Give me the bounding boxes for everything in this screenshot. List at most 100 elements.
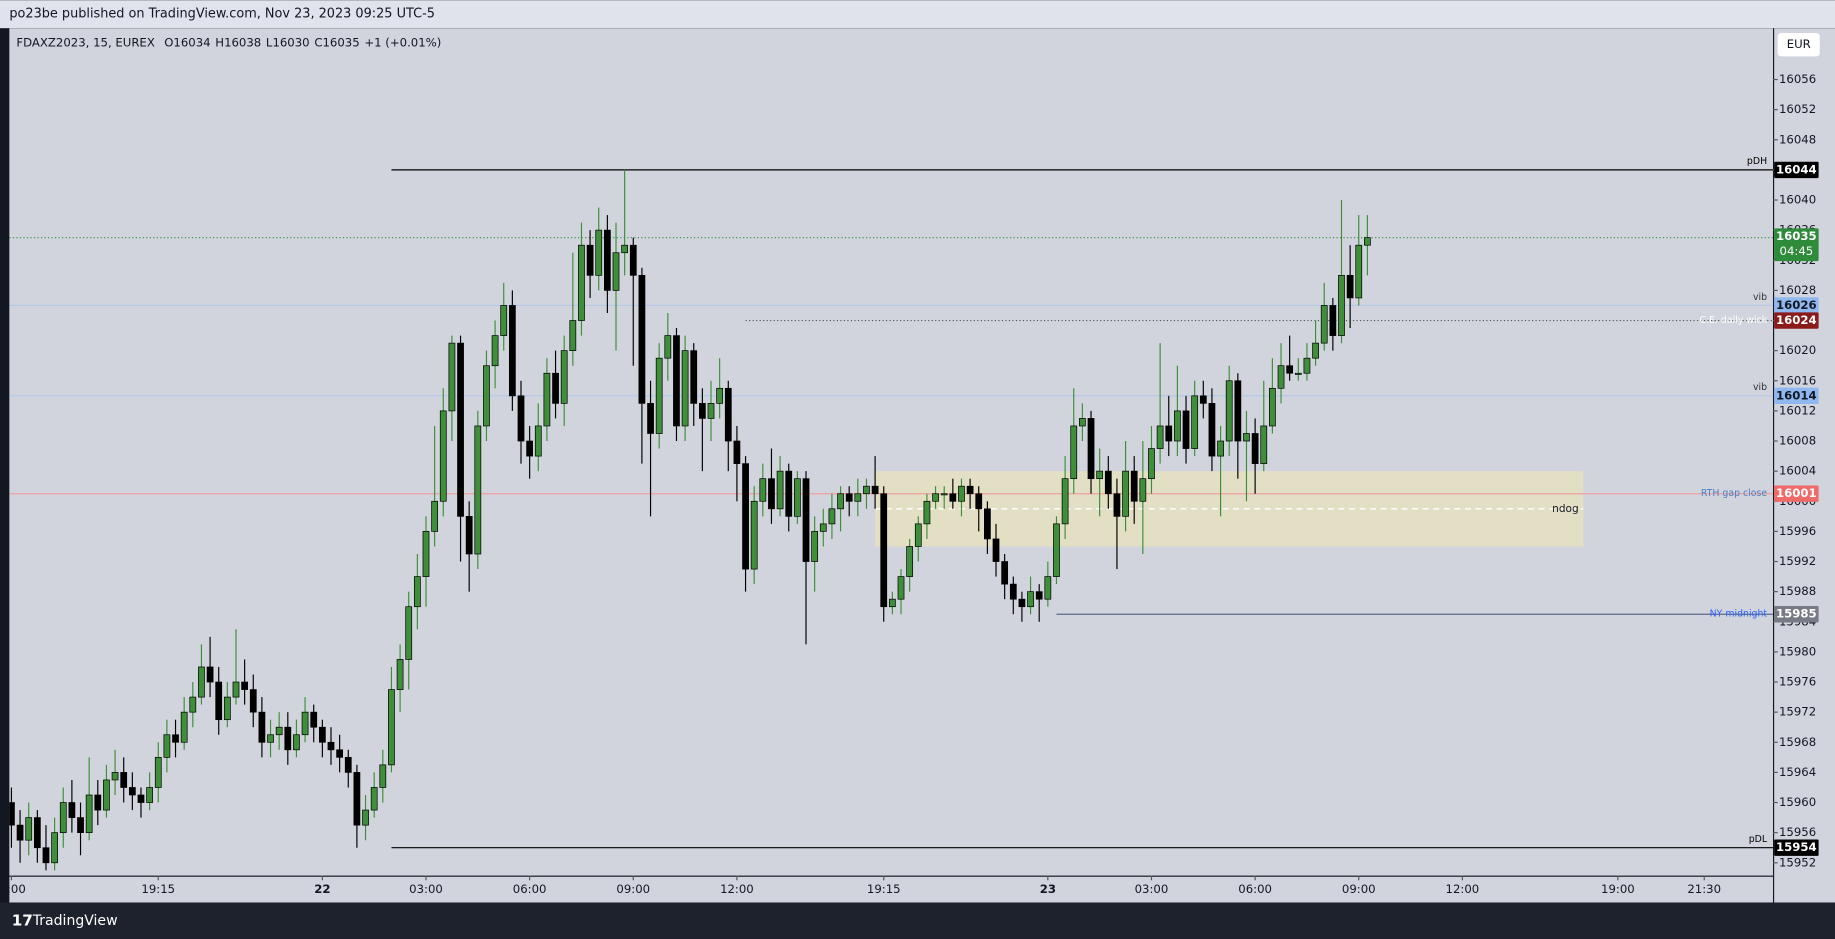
candle-body [508, 305, 516, 397]
candle-body [742, 463, 749, 570]
candle-body [189, 696, 197, 713]
candle-body [811, 531, 819, 562]
candle-body [1139, 478, 1147, 502]
x-tick-label: 19:15 [867, 882, 901, 896]
candle-body [854, 493, 862, 502]
candle-body [819, 523, 827, 532]
candle-body [172, 734, 179, 743]
candle-body [1079, 418, 1086, 427]
candle-body [1217, 440, 1224, 457]
y-tick-label: 16048 [1779, 132, 1816, 146]
candle-body [932, 493, 939, 502]
candle-body [1174, 410, 1181, 442]
ohlc-letter: H [215, 35, 224, 49]
header-bar [0, 0, 1835, 29]
candle-body [1355, 244, 1363, 299]
price-tag [1774, 297, 1819, 314]
candle-body [1364, 237, 1371, 246]
time-axis [9, 876, 1773, 903]
candle-body [1225, 380, 1233, 442]
candle-body [353, 772, 361, 826]
candle-body [1182, 410, 1190, 449]
symbol: FDAXZ2023, 15, EUREX [16, 35, 154, 49]
candle-body [984, 508, 991, 540]
ohlc-letter: C [314, 35, 322, 49]
y-tick-label: 15956 [1779, 825, 1816, 839]
candle-body [578, 244, 585, 321]
candle-body [431, 500, 439, 532]
candle-body [1122, 470, 1129, 517]
candle-body [362, 809, 369, 826]
candle-body [120, 772, 128, 788]
candle-body [327, 741, 335, 751]
y-tick-label: 15960 [1779, 795, 1816, 809]
plot: ndog [9, 169, 1773, 871]
candle-body [586, 244, 594, 276]
candle-body [923, 500, 931, 525]
candle-body [837, 493, 844, 510]
candle-body [180, 711, 188, 743]
level-label: pDL [1749, 834, 1768, 845]
candle-body [785, 470, 793, 517]
candle-body [275, 726, 283, 736]
candle-body [560, 350, 568, 404]
candle-body [491, 335, 499, 367]
candle-body [396, 659, 404, 690]
candle-body [1009, 583, 1017, 600]
candle-body [1312, 342, 1319, 359]
candle-body [85, 794, 93, 834]
level-label: vib [1753, 382, 1767, 393]
last-price-tag [1774, 228, 1819, 262]
x-tick-label: 12:00 [1446, 882, 1480, 896]
price-tag-label: 16026 [1776, 298, 1817, 312]
level-label: vib [1753, 292, 1767, 303]
candle-body [439, 410, 447, 502]
candle-body [1156, 425, 1164, 449]
candle-body [267, 734, 274, 743]
candle-body [68, 802, 76, 818]
candle-body [958, 485, 965, 502]
candle-body [474, 425, 482, 555]
candle-body [413, 576, 421, 608]
candle-body [1251, 433, 1259, 464]
currency-button[interactable] [1777, 32, 1820, 57]
candle-body [1096, 470, 1104, 480]
candle-body [1053, 523, 1060, 577]
plot-area [9, 28, 1773, 876]
x-tick-label: 06:00 [513, 882, 547, 896]
candle-body [1130, 470, 1138, 502]
candle-body [1165, 425, 1173, 442]
price-tag [1774, 485, 1819, 502]
candle-body [94, 794, 102, 811]
candle-body [724, 387, 732, 442]
candle-body [940, 493, 948, 496]
x-tick-label: :00 [7, 882, 26, 896]
candle-body [526, 440, 534, 457]
level-label: C.E. daily wick [1700, 315, 1768, 326]
candle-body [975, 493, 983, 510]
candle-body [992, 538, 1000, 562]
candle-body [1286, 365, 1294, 374]
candle-body [716, 387, 724, 404]
x-tick-label: 12:00 [720, 882, 754, 896]
candle-body [137, 794, 145, 803]
candle-body [1035, 591, 1043, 600]
candle-body [223, 696, 231, 721]
y-tick-label: 15976 [1779, 675, 1816, 689]
zone-label: ndog [1552, 503, 1578, 515]
currency[interactable]: EUR [1787, 37, 1811, 51]
candle-body [103, 779, 110, 811]
candle-body [1087, 418, 1095, 480]
y-tick-label: 16028 [1779, 283, 1816, 297]
candle-body [154, 756, 162, 788]
candle-body [163, 734, 171, 758]
price-tag [1774, 161, 1819, 179]
candle-body [802, 478, 810, 562]
candle-body [33, 817, 41, 849]
candle-body [388, 689, 395, 766]
y-tick-label: 15980 [1779, 644, 1816, 658]
candle-body [776, 470, 784, 510]
price-tag [1774, 606, 1819, 623]
candle-body [198, 666, 205, 698]
